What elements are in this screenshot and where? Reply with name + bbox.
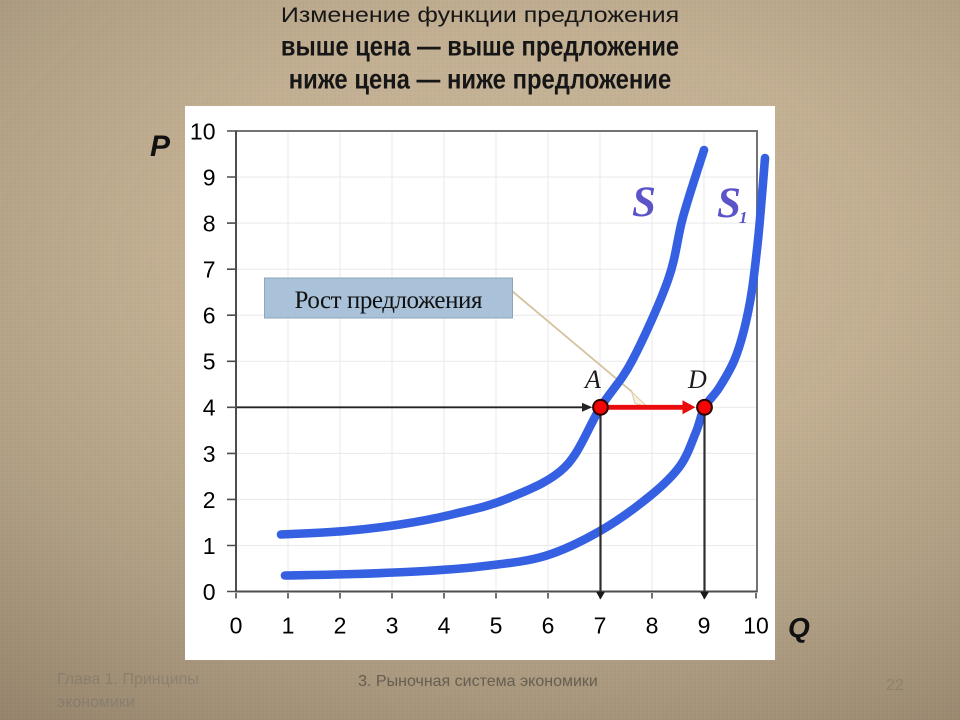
- svg-text:7: 7: [594, 613, 607, 639]
- svg-text:8: 8: [203, 211, 216, 237]
- svg-text:S: S: [632, 179, 656, 226]
- svg-text:4: 4: [203, 395, 216, 421]
- svg-text:выше цена — выше предложение: выше цена — выше предложение: [281, 32, 679, 62]
- svg-text:3: 3: [203, 441, 216, 467]
- svg-text:S: S: [717, 180, 741, 227]
- svg-text:0: 0: [230, 613, 243, 639]
- svg-text:6: 6: [542, 613, 555, 639]
- svg-text:2: 2: [203, 487, 216, 513]
- svg-text:5: 5: [203, 349, 216, 375]
- svg-text:10: 10: [190, 118, 216, 144]
- svg-text:9: 9: [698, 613, 711, 639]
- svg-text:3: 3: [386, 613, 399, 639]
- svg-text:6: 6: [203, 303, 216, 329]
- svg-text:0: 0: [203, 579, 216, 605]
- svg-text:5: 5: [490, 613, 503, 639]
- svg-text:D: D: [687, 365, 707, 394]
- svg-text:Изменение функции предложения: Изменение функции предложения: [281, 2, 679, 26]
- svg-text:1: 1: [203, 533, 216, 559]
- svg-text:2: 2: [334, 613, 347, 639]
- svg-text:9: 9: [203, 164, 216, 190]
- svg-text:10: 10: [743, 613, 769, 639]
- svg-text:7: 7: [203, 257, 216, 283]
- svg-text:ниже цена — ниже предложение: ниже цена — ниже предложение: [289, 65, 671, 95]
- svg-text:1: 1: [739, 208, 748, 227]
- svg-text:8: 8: [646, 613, 659, 639]
- svg-text:Рост предложения: Рост предложения: [295, 287, 483, 314]
- svg-text:A: A: [583, 365, 601, 394]
- svg-text:4: 4: [438, 613, 451, 639]
- svg-text:1: 1: [282, 613, 295, 639]
